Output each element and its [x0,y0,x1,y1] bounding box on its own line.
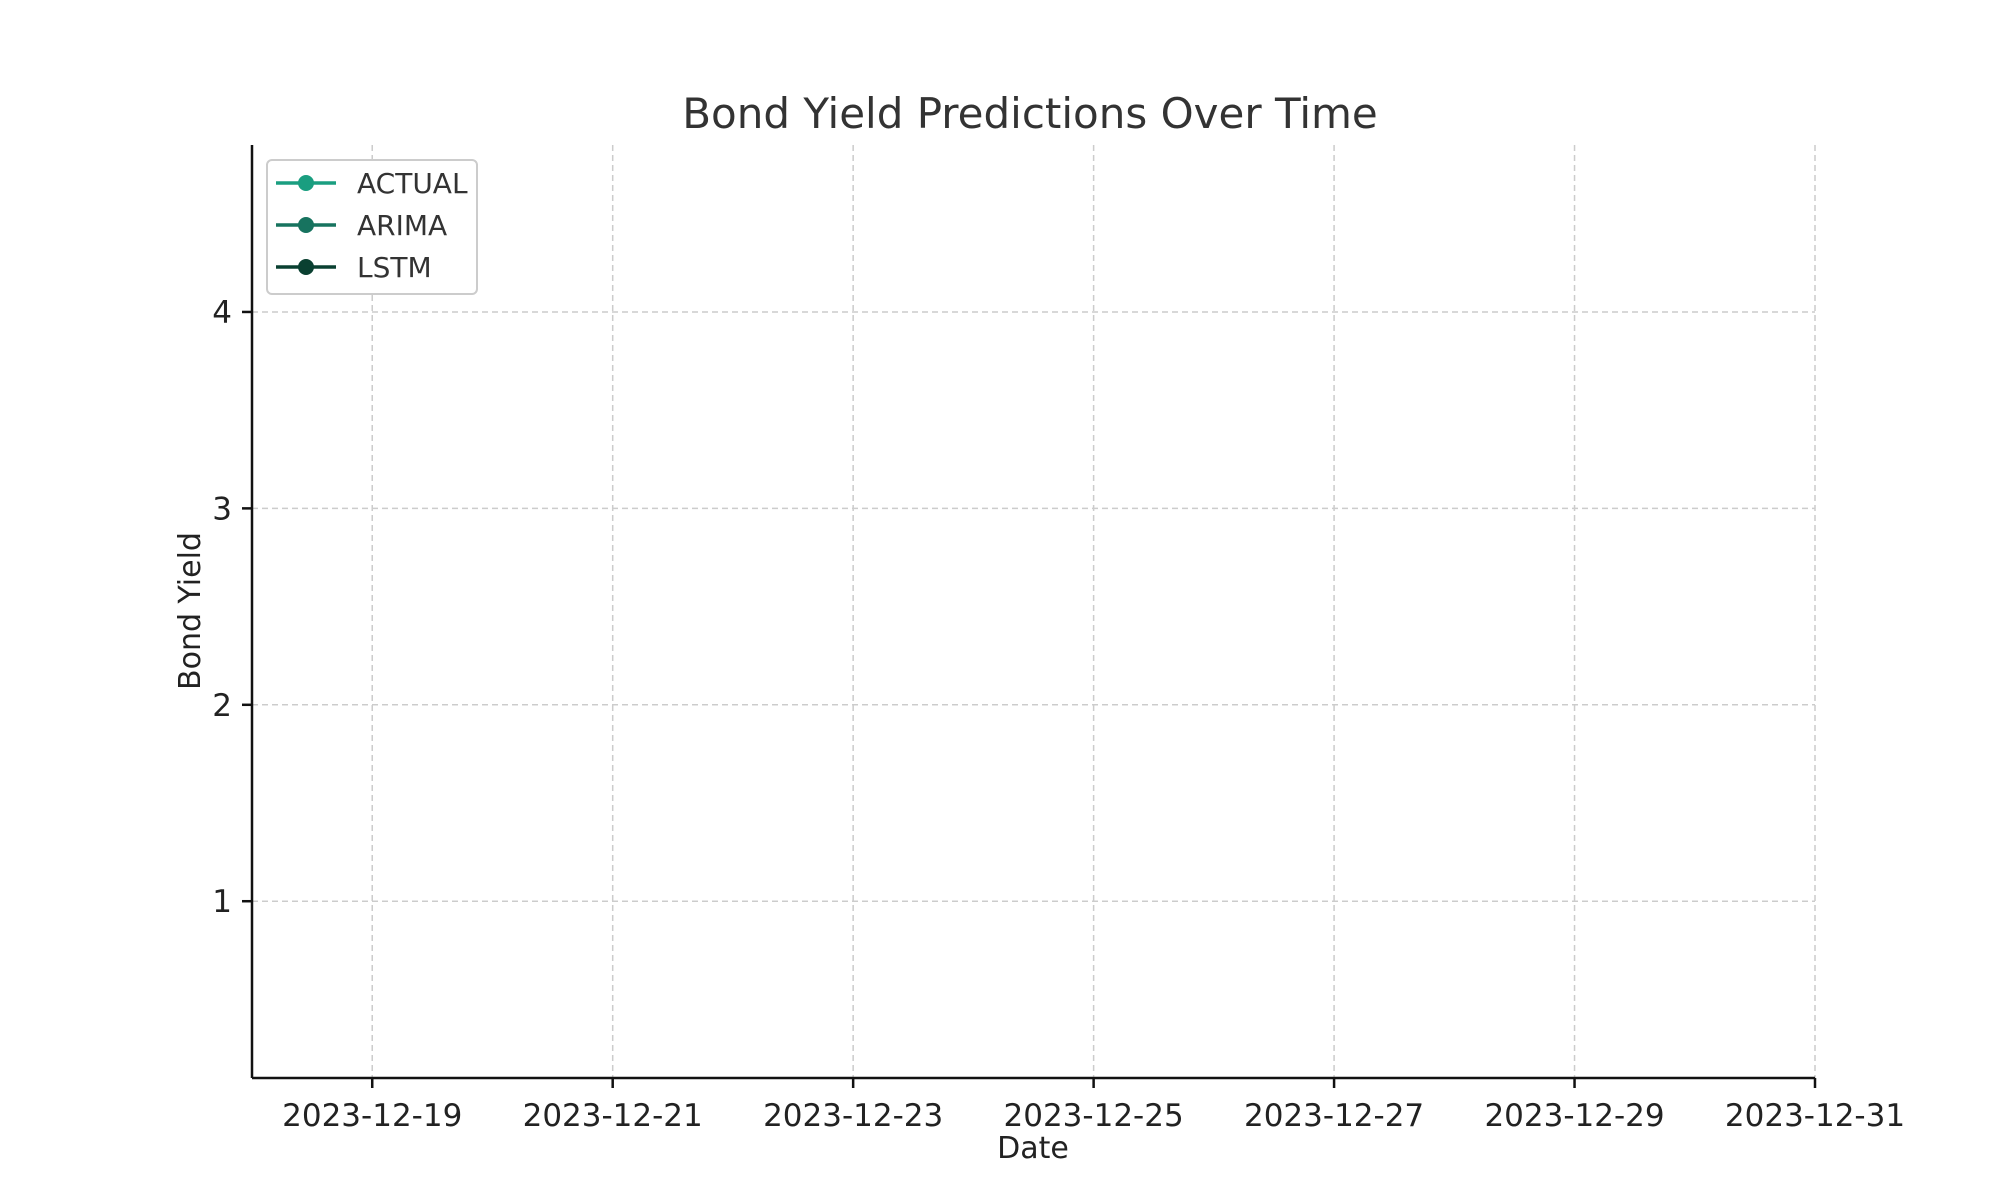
y-tick-label: 3 [212,491,232,527]
legend-marker [298,175,314,191]
legend: ACTUAL ARIMA LSTM [266,159,478,295]
x-tick-label: 2023-12-25 [1004,1098,1184,1134]
y-axis-label: Bond Yield [173,532,208,690]
x-tick-label: 2023-12-29 [1484,1098,1664,1134]
legend-marker [298,259,314,275]
y-tick-label: 1 [212,884,232,920]
legend-items: ACTUAL ARIMA LSTM [276,167,468,284]
y-tick-label: 4 [212,295,232,331]
y-tick-label: 2 [212,688,232,724]
chart-title: Bond Yield Predictions Over Time [682,89,1378,138]
legend-label: LSTM [357,251,432,284]
legend-marker [298,217,314,233]
legend-label: ARIMA [357,209,447,242]
x-tick-label: 2023-12-19 [282,1098,462,1134]
legend-box [266,159,478,295]
x-tick-label: 2023-12-21 [523,1098,703,1134]
x-ticks-layer: 2023-12-19 2023-12-21 2023-12-23 2023-12-25… [282,1078,1905,1134]
x-axis-label: Date [997,1131,1069,1166]
x-tick-label: 2023-12-23 [763,1098,943,1134]
x-tick-label: 2023-12-27 [1244,1098,1424,1134]
x-tick-label: 2023-12-31 [1725,1098,1905,1134]
y-ticks-layer: 1 2 3 4 [212,295,252,920]
grid-layer [252,145,1816,1078]
legend-label: ACTUAL [357,167,468,200]
